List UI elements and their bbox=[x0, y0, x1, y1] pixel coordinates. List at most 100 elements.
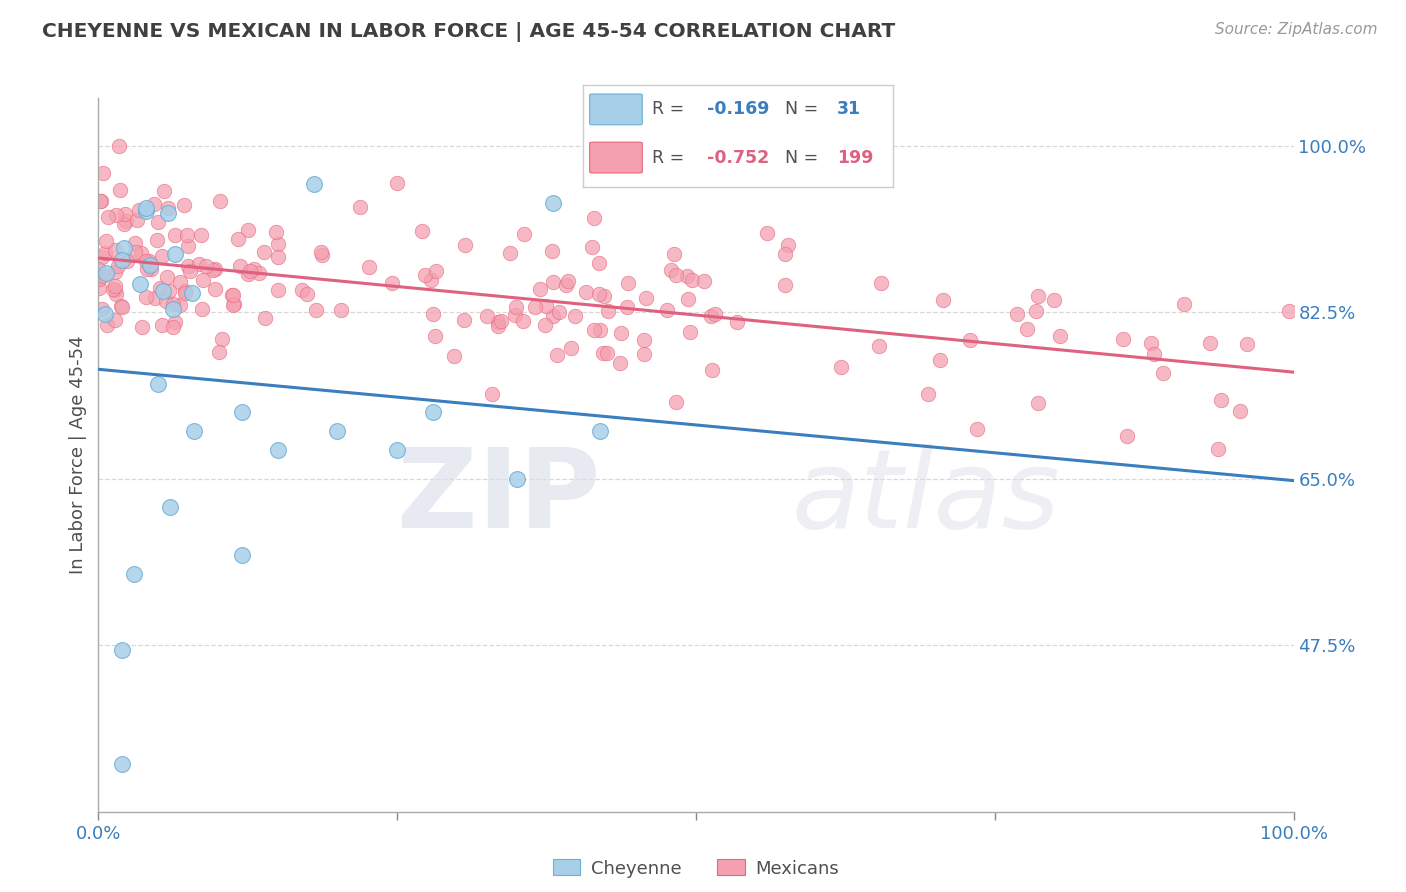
Point bbox=[165, 315, 187, 329]
Point bbox=[146, 215, 169, 229]
Point bbox=[124, 566, 146, 581]
FancyBboxPatch shape bbox=[589, 142, 643, 173]
Point bbox=[1199, 336, 1222, 351]
Point bbox=[221, 288, 243, 302]
Point bbox=[143, 291, 166, 305]
Point bbox=[135, 254, 157, 268]
Point bbox=[152, 284, 174, 298]
Point bbox=[693, 274, 716, 288]
Point bbox=[676, 269, 699, 284]
Text: ZIP: ZIP bbox=[396, 444, 600, 551]
Point bbox=[111, 757, 134, 772]
Point bbox=[329, 302, 352, 317]
Point bbox=[506, 472, 529, 486]
Point bbox=[111, 300, 134, 314]
Text: atlas: atlas bbox=[792, 444, 1060, 551]
Point bbox=[703, 307, 725, 321]
Point bbox=[662, 247, 685, 261]
Point bbox=[181, 285, 204, 300]
Point bbox=[97, 211, 120, 225]
Point bbox=[124, 235, 146, 250]
Point bbox=[104, 283, 127, 297]
Point bbox=[94, 267, 117, 281]
Point bbox=[193, 273, 215, 287]
Point bbox=[557, 274, 579, 288]
Point bbox=[111, 643, 134, 657]
Text: R =: R = bbox=[651, 149, 689, 167]
Point bbox=[93, 246, 115, 260]
Point bbox=[326, 424, 349, 438]
Point bbox=[149, 281, 172, 295]
Point bbox=[239, 264, 262, 278]
Point bbox=[679, 325, 702, 339]
Point bbox=[297, 287, 319, 301]
Point bbox=[142, 197, 165, 211]
Point bbox=[291, 283, 314, 297]
Point bbox=[169, 275, 191, 289]
Point bbox=[1209, 392, 1232, 407]
Point bbox=[91, 250, 114, 264]
Point bbox=[359, 260, 381, 274]
Point bbox=[541, 195, 564, 210]
Point bbox=[1208, 442, 1230, 456]
Point bbox=[162, 296, 184, 310]
Point bbox=[190, 227, 212, 242]
Point bbox=[1026, 288, 1049, 302]
Point bbox=[115, 254, 138, 268]
Point bbox=[1140, 336, 1163, 351]
Point bbox=[655, 303, 678, 318]
Point bbox=[222, 288, 245, 302]
Point bbox=[617, 276, 640, 290]
Point bbox=[302, 177, 325, 191]
Text: 199: 199 bbox=[837, 149, 873, 167]
Point bbox=[512, 313, 534, 327]
Point bbox=[564, 309, 586, 323]
Point bbox=[1111, 332, 1133, 346]
Point bbox=[267, 443, 290, 458]
Text: CHEYENNE VS MEXICAN IN LABOR FORCE | AGE 45-54 CORRELATION CHART: CHEYENNE VS MEXICAN IN LABOR FORCE | AGE… bbox=[42, 22, 896, 42]
Point bbox=[581, 240, 603, 254]
Point bbox=[94, 307, 117, 321]
Point bbox=[349, 200, 371, 214]
Point bbox=[96, 318, 118, 333]
Point bbox=[592, 288, 614, 302]
Point bbox=[453, 312, 475, 326]
Point bbox=[700, 362, 723, 376]
Legend: Cheyenne, Mexicans: Cheyenne, Mexicans bbox=[546, 852, 846, 885]
Point bbox=[582, 323, 605, 337]
Point bbox=[247, 266, 270, 280]
Point bbox=[201, 263, 224, 277]
Point bbox=[104, 244, 127, 258]
Point bbox=[141, 262, 163, 277]
Point bbox=[146, 234, 169, 248]
Text: N =: N = bbox=[785, 149, 824, 167]
Point bbox=[481, 386, 503, 401]
Point bbox=[159, 285, 181, 299]
Point bbox=[589, 323, 612, 337]
Text: Source: ZipAtlas.com: Source: ZipAtlas.com bbox=[1215, 22, 1378, 37]
Point bbox=[588, 256, 610, 270]
Point bbox=[208, 345, 231, 359]
Point bbox=[830, 359, 852, 374]
Point bbox=[266, 225, 288, 239]
Point bbox=[665, 268, 688, 282]
Point bbox=[228, 259, 250, 273]
Point bbox=[1025, 304, 1047, 318]
Point bbox=[592, 346, 614, 360]
Point bbox=[253, 244, 276, 259]
Point bbox=[661, 262, 683, 277]
Text: R =: R = bbox=[651, 101, 689, 119]
Point bbox=[211, 332, 233, 346]
Point bbox=[548, 305, 571, 319]
Point bbox=[91, 165, 114, 179]
Point bbox=[243, 262, 266, 277]
Point bbox=[1229, 404, 1251, 418]
Point bbox=[226, 231, 249, 245]
Point bbox=[1152, 366, 1174, 380]
Point bbox=[231, 405, 253, 419]
Point bbox=[1278, 304, 1301, 318]
Point bbox=[596, 303, 619, 318]
Point bbox=[204, 262, 226, 277]
Point bbox=[1026, 396, 1049, 410]
Point bbox=[159, 500, 181, 515]
